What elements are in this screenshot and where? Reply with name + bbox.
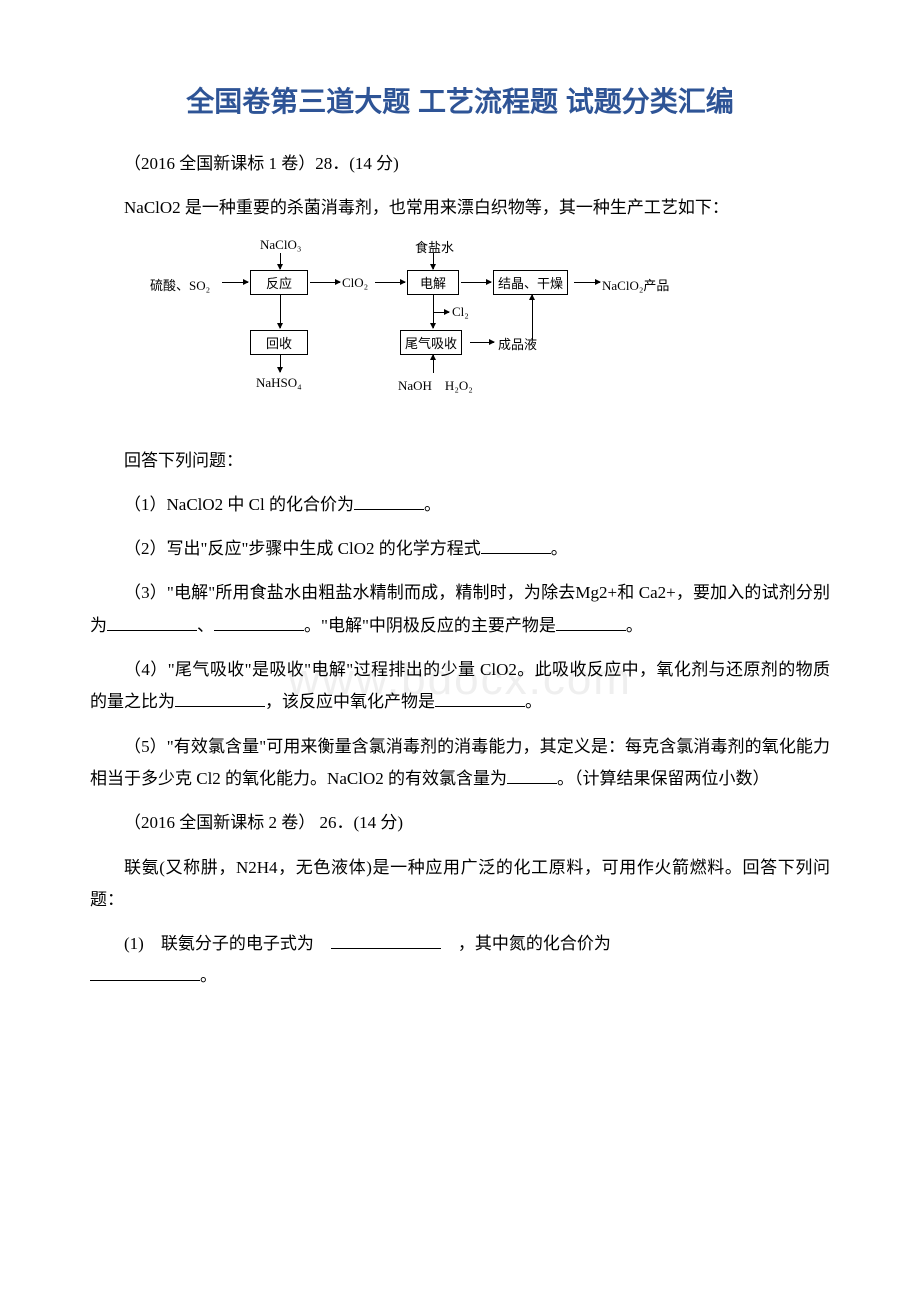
arrow-right-icon: [375, 282, 405, 283]
blank-field[interactable]: [507, 765, 557, 784]
arrow-right-icon: [461, 282, 491, 283]
arrow-right-icon: [310, 282, 340, 283]
arrow-down-icon: [433, 312, 434, 328]
line-icon: [433, 294, 434, 312]
blank-field[interactable]: [481, 536, 551, 555]
q5-text-b: 。（计算结果保留两位小数）: [557, 769, 770, 788]
flow-sulfuric: 硫酸、SO₂: [150, 275, 210, 294]
flow-tail-box: 尾气吸收: [400, 330, 462, 355]
q1-end: 。: [424, 495, 441, 514]
exam-ref-2: （2016 全国新课标 2 卷） 26．(14 分): [90, 807, 830, 839]
question-1: （1）NaClO2 中 Cl 的化合价为 。: [90, 489, 830, 521]
q4-end: 。: [525, 692, 542, 711]
q6-text-b: ，其中氮的化合价为: [441, 934, 611, 953]
flow-recycle-box: 回收: [250, 330, 308, 355]
exam-ref-1: （2016 全国新课标 1 卷）28．(14 分): [90, 148, 830, 180]
blank-field[interactable]: [175, 689, 265, 708]
intro-1: NaClO2 是一种重要的杀菌消毒剂，也常用来漂白织物等，其一种生产工艺如下：: [90, 192, 830, 224]
flow-naclo3: NaClO₃: [260, 237, 301, 253]
blank-field[interactable]: [107, 612, 197, 631]
q6-end: 。: [200, 966, 217, 985]
document-content: 全国卷第三道大题 工艺流程题 试题分类汇编 （2016 全国新课标 1 卷）28…: [90, 80, 830, 993]
question-2: （2）写出"反应"步骤中生成 ClO2 的化学方程式 。: [90, 533, 830, 565]
blank-field[interactable]: [435, 689, 525, 708]
question-4: （4）"尾气吸收"是吸收"电解"过程排出的少量 ClO2。此吸收反应中，氧化剂与…: [90, 654, 830, 719]
q3-sep: 、: [197, 616, 214, 635]
arrow-down-icon: [280, 253, 281, 269]
question-6: (1) 联氨分子的电子式为 ，其中氮的化合价为。: [90, 928, 830, 993]
arrow-right-icon: [222, 282, 248, 283]
question-3: （3）"电解"所用食盐水由粗盐水精制而成，精制时，为除去Mg2+和 Ca2+，要…: [90, 577, 830, 642]
blank-field[interactable]: [214, 612, 304, 631]
flowchart-container: NaClO₃ 食盐水 硫酸、SO₂ 反应 ClO₂ 电解 结晶、干燥 NaClO…: [150, 237, 830, 427]
line-icon: [532, 339, 533, 340]
arrow-right-icon: [574, 282, 600, 283]
flow-clo2: ClO₂: [342, 275, 368, 291]
intro-2: 联氨(又称肼，N2H4，无色液体)是一种应用广泛的化工原料，可用作火箭燃料。回答…: [90, 852, 830, 917]
question-5: （5）"有效氯含量"可用来衡量含氯消毒剂的消毒能力，其定义是：每克含氯消毒剂的氧…: [90, 731, 830, 796]
arrow-right-icon: [433, 312, 449, 313]
flow-naoh: NaOH H₂O₂: [398, 375, 473, 394]
arrow-right-icon: [470, 342, 494, 343]
q4-text-b: ，该反应中氧化产物是: [265, 692, 435, 711]
page-title: 全国卷第三道大题 工艺流程题 试题分类汇编: [90, 80, 830, 120]
flow-reaction-box: 反应: [250, 270, 308, 295]
q2-text: （2）写出"反应"步骤中生成 ClO2 的化学方程式: [124, 539, 481, 558]
flow-saltwater: 食盐水: [415, 237, 454, 256]
q1-text: （1）NaClO2 中 Cl 的化合价为: [124, 495, 354, 514]
q3-end: 。: [626, 616, 643, 635]
flow-crystal-box: 结晶、干燥: [493, 270, 568, 295]
q3-text-c: 。"电解"中阴极反应的主要产物是: [304, 616, 556, 635]
arrow-down-icon: [433, 253, 434, 269]
flow-cl2: Cl₂: [452, 304, 469, 320]
flow-electrolysis-box: 电解: [407, 270, 459, 295]
q2-end: 。: [551, 539, 568, 558]
arrow-up-icon: [433, 355, 434, 373]
answer-prompt: 回答下列问题：: [90, 445, 830, 477]
flow-nahso4: NaHSO₄: [256, 375, 302, 391]
blank-field[interactable]: [90, 963, 200, 982]
process-flowchart: NaClO₃ 食盐水 硫酸、SO₂ 反应 ClO₂ 电解 结晶、干燥 NaClO…: [150, 237, 710, 427]
arrow-up-icon: [532, 295, 533, 339]
blank-field[interactable]: [556, 612, 626, 631]
flow-product: NaClO₂产品: [602, 275, 669, 294]
arrow-down-icon: [280, 354, 281, 372]
flow-finished: 成品液: [498, 334, 537, 353]
q6-text-a: (1) 联氨分子的电子式为: [124, 934, 331, 953]
blank-field[interactable]: [331, 930, 441, 949]
arrow-down-icon: [280, 294, 281, 328]
blank-field[interactable]: [354, 491, 424, 510]
